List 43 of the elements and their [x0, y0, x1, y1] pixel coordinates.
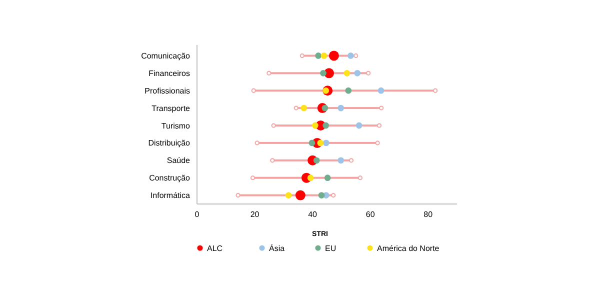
y-tick-label: Transporte — [152, 104, 191, 113]
x-tick-label: 60 — [366, 210, 376, 219]
y-tick-label: Turismo — [161, 121, 191, 130]
point — [338, 157, 344, 164]
y-tick-label: Informática — [150, 191, 191, 200]
y-tick-label: Financeiros — [148, 68, 190, 78]
point — [322, 104, 328, 112]
point — [354, 70, 361, 76]
point — [320, 70, 326, 76]
point — [285, 192, 292, 198]
point — [378, 87, 384, 94]
point — [338, 104, 344, 112]
y-tick-label: Construção — [149, 174, 191, 183]
x-tick-label: 20 — [250, 210, 260, 219]
y-tick-label: Distribuição — [148, 138, 191, 148]
x-tick-label: 40 — [308, 210, 318, 219]
point — [322, 140, 330, 146]
point — [356, 122, 362, 129]
x-tick-label: 80 — [424, 210, 434, 219]
point — [318, 192, 325, 198]
point — [324, 174, 331, 182]
y-tick-label: Saúde — [166, 156, 191, 166]
point — [345, 87, 352, 94]
point — [328, 50, 339, 61]
legend-label: ALC — [207, 244, 223, 253]
y-tick-label: Profissionais — [144, 86, 190, 96]
point — [312, 122, 318, 129]
x-tick-label: 0 — [194, 210, 200, 219]
legend-label: EU — [325, 244, 336, 253]
point — [308, 140, 316, 146]
legend-label: Ásia — [269, 244, 286, 253]
point — [315, 52, 322, 59]
point — [313, 157, 320, 164]
point — [322, 122, 330, 129]
point — [307, 174, 314, 182]
point — [300, 104, 308, 112]
point — [347, 52, 354, 59]
point — [317, 140, 324, 146]
y-tick-label: Comunicação — [141, 52, 191, 61]
point — [295, 190, 306, 200]
legend-label: América do Norte — [377, 244, 440, 253]
point — [344, 70, 350, 76]
point — [320, 52, 328, 59]
